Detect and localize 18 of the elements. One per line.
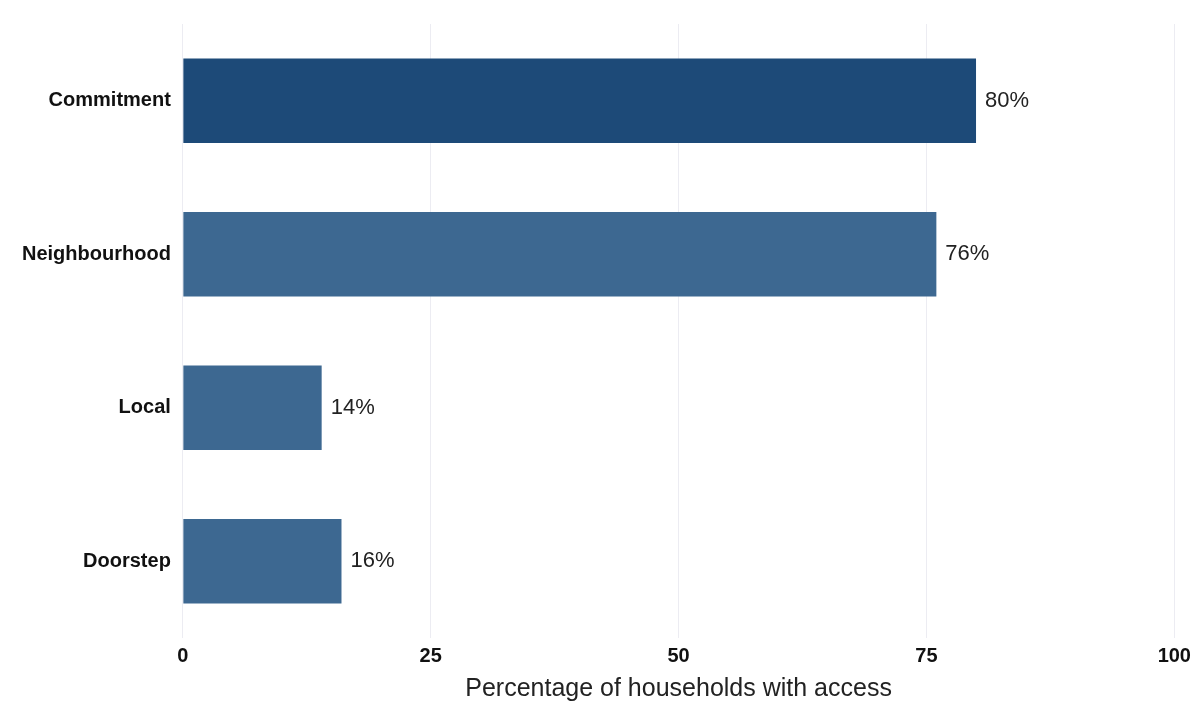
- bar: [183, 519, 342, 604]
- x-tick-label: 25: [419, 643, 442, 666]
- y-tick-label: Doorstep: [83, 548, 171, 571]
- bar: [183, 365, 322, 450]
- x-tick-label: 0: [177, 643, 189, 666]
- y-tick-label: Neighbourhood: [22, 241, 171, 264]
- data-label: 16%: [350, 547, 395, 573]
- data-label: 76%: [945, 240, 990, 266]
- x-axis-title: Percentage of households with access: [465, 672, 892, 701]
- x-tick-label: 100: [1157, 643, 1191, 666]
- x-tick-label: 50: [667, 643, 690, 666]
- bar: [183, 58, 977, 143]
- data-label: 80%: [985, 86, 1030, 112]
- x-tick-label: 75: [915, 643, 938, 666]
- data-label: 14%: [330, 393, 375, 419]
- y-tick-label: Local: [118, 395, 171, 418]
- bar: [183, 212, 937, 297]
- y-tick-label: Commitment: [48, 88, 172, 111]
